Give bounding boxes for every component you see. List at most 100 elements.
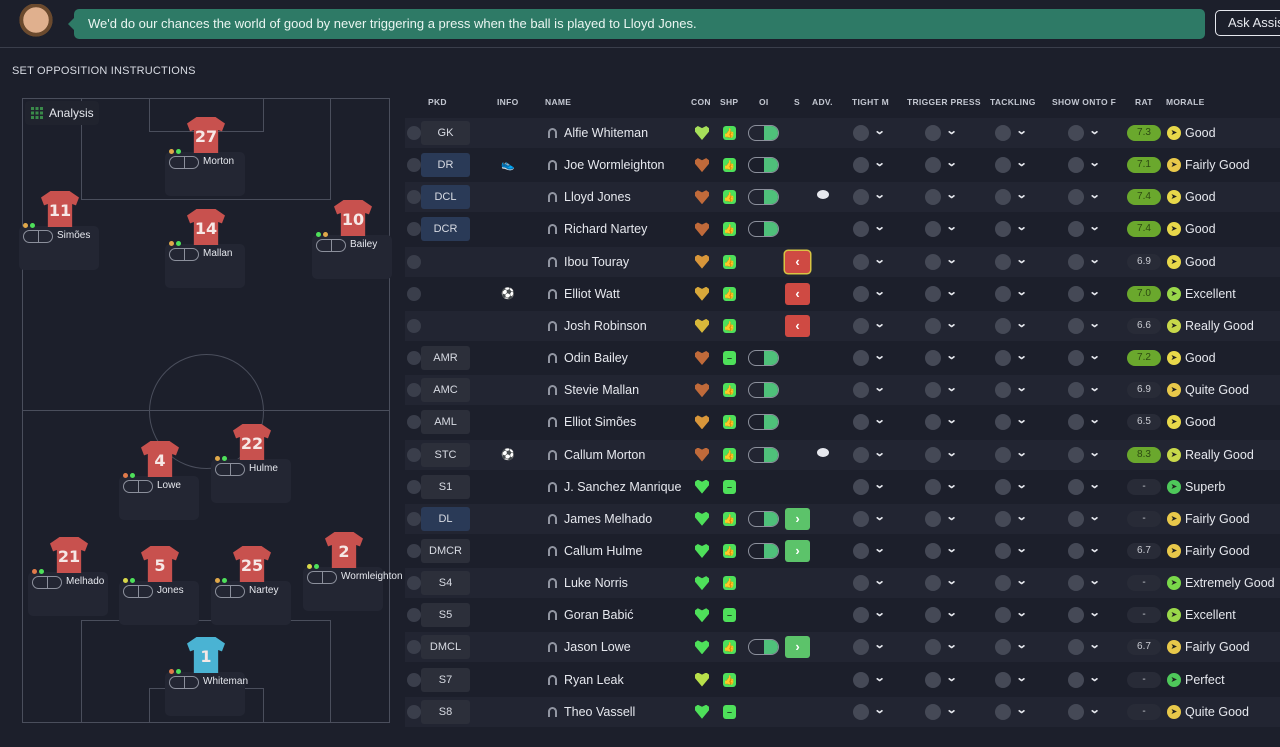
chevron-down-icon[interactable]: ⌄ bbox=[1088, 446, 1101, 459]
tight-marking-dropdown[interactable] bbox=[853, 253, 869, 270]
chevron-down-icon[interactable]: ⌄ bbox=[945, 671, 958, 684]
chevron-down-icon[interactable]: ⌄ bbox=[873, 607, 886, 620]
column-header[interactable]: NAME bbox=[545, 97, 572, 107]
chevron-down-icon[interactable]: ⌄ bbox=[1088, 317, 1101, 330]
tight-marking-dropdown[interactable] bbox=[853, 221, 869, 238]
check-icon[interactable] bbox=[407, 158, 421, 173]
table-row[interactable]: S8 Theo Vassell – ⌄ ⌄ ⌄ ⌄ - ➤ Quite Good bbox=[405, 696, 1280, 727]
chevron-down-icon[interactable]: ⌄ bbox=[1015, 446, 1028, 459]
chevron-down-icon[interactable]: ⌄ bbox=[945, 446, 958, 459]
trigger-press-dropdown[interactable] bbox=[925, 478, 941, 495]
opposition-instruction-toggle[interactable] bbox=[748, 189, 779, 206]
chevron-down-icon[interactable]: ⌄ bbox=[873, 414, 886, 427]
player-name[interactable]: Elliot Simões bbox=[564, 415, 637, 430]
player-name[interactable]: Elliot Watt bbox=[564, 286, 620, 301]
chevron-down-icon[interactable]: ⌄ bbox=[873, 317, 886, 330]
show-onto-foot-dropdown[interactable] bbox=[1068, 317, 1084, 334]
chevron-down-icon[interactable]: ⌄ bbox=[1088, 671, 1101, 684]
chevron-down-icon[interactable]: ⌄ bbox=[945, 221, 958, 234]
chevron-down-icon[interactable]: ⌄ bbox=[1088, 189, 1101, 202]
tackling-dropdown[interactable] bbox=[995, 253, 1011, 270]
chevron-down-icon[interactable]: ⌄ bbox=[873, 285, 886, 298]
opposition-instruction-toggle[interactable] bbox=[748, 157, 779, 174]
chevron-down-icon[interactable]: ⌄ bbox=[945, 607, 958, 620]
show-onto-foot-dropdown[interactable] bbox=[1068, 446, 1084, 463]
position-picked[interactable]: AMC bbox=[421, 378, 470, 403]
chevron-down-icon[interactable]: ⌄ bbox=[945, 542, 958, 555]
table-row[interactable]: Ibou Touray 👍 ‹ ⌄ ⌄ ⌄ ⌄ 6.9 ➤ Good bbox=[405, 246, 1280, 277]
chevron-down-icon[interactable]: ⌄ bbox=[1015, 639, 1028, 652]
player-name[interactable]: Luke Norris bbox=[564, 576, 628, 591]
show-onto-foot-dropdown[interactable] bbox=[1068, 285, 1084, 302]
chevron-down-icon[interactable]: ⌄ bbox=[1088, 607, 1101, 620]
tight-marking-dropdown[interactable] bbox=[853, 671, 869, 688]
tackling-dropdown[interactable] bbox=[995, 317, 1011, 334]
check-icon[interactable] bbox=[407, 126, 421, 140]
tackling-dropdown[interactable] bbox=[995, 639, 1011, 656]
chevron-down-icon[interactable]: ⌄ bbox=[1088, 510, 1101, 523]
tackling-dropdown[interactable] bbox=[995, 382, 1011, 399]
chevron-down-icon[interactable]: ⌄ bbox=[873, 510, 886, 523]
player-name[interactable]: Goran Babić bbox=[564, 608, 634, 623]
chevron-down-icon[interactable]: ⌄ bbox=[873, 189, 886, 202]
column-header[interactable]: SHOW ONTO F bbox=[1052, 97, 1117, 107]
player-card[interactable]: Wormleighton bbox=[303, 567, 403, 611]
column-header[interactable]: INFO bbox=[497, 97, 519, 107]
tackling-dropdown[interactable] bbox=[995, 542, 1011, 559]
chevron-left-icon[interactable]: ‹ bbox=[785, 282, 810, 305]
chevron-down-icon[interactable]: ⌄ bbox=[1088, 253, 1101, 266]
check-icon[interactable] bbox=[407, 318, 421, 333]
table-row[interactable]: S7 Ryan Leak 👍 ⌄ ⌄ ⌄ ⌄ - ➤ Perfect bbox=[405, 665, 1280, 695]
show-onto-foot-dropdown[interactable] bbox=[1068, 414, 1084, 431]
column-header[interactable]: TRIGGER PRESS bbox=[907, 97, 981, 107]
position-picked[interactable]: STC bbox=[421, 442, 470, 467]
chevron-down-icon[interactable]: ⌄ bbox=[1088, 125, 1101, 137]
show-onto-foot-dropdown[interactable] bbox=[1068, 189, 1084, 206]
chevron-down-icon[interactable]: ⌄ bbox=[945, 253, 958, 266]
tackling-dropdown[interactable] bbox=[995, 125, 1011, 141]
chevron-down-icon[interactable]: ⌄ bbox=[945, 317, 958, 330]
table-row[interactable]: Josh Robinson 👍 ‹ ⌄ ⌄ ⌄ ⌄ 6.6 ➤ Really Good bbox=[405, 310, 1280, 341]
show-onto-foot-dropdown[interactable] bbox=[1068, 671, 1084, 688]
tight-marking-dropdown[interactable] bbox=[853, 542, 869, 559]
check-icon[interactable] bbox=[407, 672, 421, 687]
tight-marking-dropdown[interactable] bbox=[853, 703, 869, 720]
show-onto-foot-dropdown[interactable] bbox=[1068, 542, 1084, 559]
trigger-press-dropdown[interactable] bbox=[925, 607, 941, 624]
chevron-down-icon[interactable]: ⌄ bbox=[945, 157, 958, 170]
player-card[interactable]: Nartey bbox=[211, 581, 291, 625]
player-name[interactable]: Odin Bailey bbox=[564, 351, 628, 366]
chevron-down-icon[interactable]: ⌄ bbox=[873, 703, 886, 716]
column-header[interactable]: ADV. bbox=[812, 97, 833, 107]
chevron-left-icon[interactable]: ‹ bbox=[785, 314, 810, 337]
table-row[interactable]: ⚽ Elliot Watt 👍 ‹ ⌄ ⌄ ⌄ ⌄ 7.0 ➤ Excellent bbox=[405, 279, 1280, 309]
chevron-down-icon[interactable]: ⌄ bbox=[873, 350, 886, 363]
table-row[interactable]: DL James Melhado 👍 › ⌄ ⌄ ⌄ ⌄ - ➤ Fairly Good bbox=[405, 503, 1280, 534]
chevron-down-icon[interactable]: ⌄ bbox=[1015, 607, 1028, 620]
trigger-press-dropdown[interactable] bbox=[925, 542, 941, 559]
trigger-press-dropdown[interactable] bbox=[925, 671, 941, 688]
show-onto-foot-dropdown[interactable] bbox=[1068, 350, 1084, 367]
position-picked[interactable]: DMCL bbox=[421, 635, 470, 660]
chevron-down-icon[interactable]: ⌄ bbox=[1015, 189, 1028, 202]
position-picked[interactable]: DMCR bbox=[421, 538, 470, 563]
chevron-down-icon[interactable]: ⌄ bbox=[873, 639, 886, 652]
position-picked[interactable]: DCR bbox=[421, 217, 470, 242]
opposition-instruction-toggle[interactable] bbox=[748, 350, 779, 367]
chevron-down-icon[interactable]: ⌄ bbox=[873, 478, 886, 491]
show-onto-foot-dropdown[interactable] bbox=[1068, 703, 1084, 720]
column-header[interactable]: CON bbox=[691, 97, 711, 107]
opposition-instruction-toggle[interactable] bbox=[748, 125, 779, 141]
chevron-down-icon[interactable]: ⌄ bbox=[1088, 703, 1101, 716]
tight-marking-dropdown[interactable] bbox=[853, 285, 869, 302]
chevron-down-icon[interactable]: ⌄ bbox=[1015, 510, 1028, 523]
check-icon[interactable] bbox=[407, 447, 421, 462]
trigger-press-dropdown[interactable] bbox=[925, 414, 941, 431]
chevron-down-icon[interactable]: ⌄ bbox=[1088, 575, 1101, 588]
chevron-down-icon[interactable]: ⌄ bbox=[1015, 414, 1028, 427]
trigger-press-dropdown[interactable] bbox=[925, 350, 941, 367]
show-onto-foot-dropdown[interactable] bbox=[1068, 607, 1084, 624]
tackling-dropdown[interactable] bbox=[995, 607, 1011, 624]
tight-marking-dropdown[interactable] bbox=[853, 189, 869, 206]
position-picked[interactable]: S4 bbox=[421, 571, 470, 596]
